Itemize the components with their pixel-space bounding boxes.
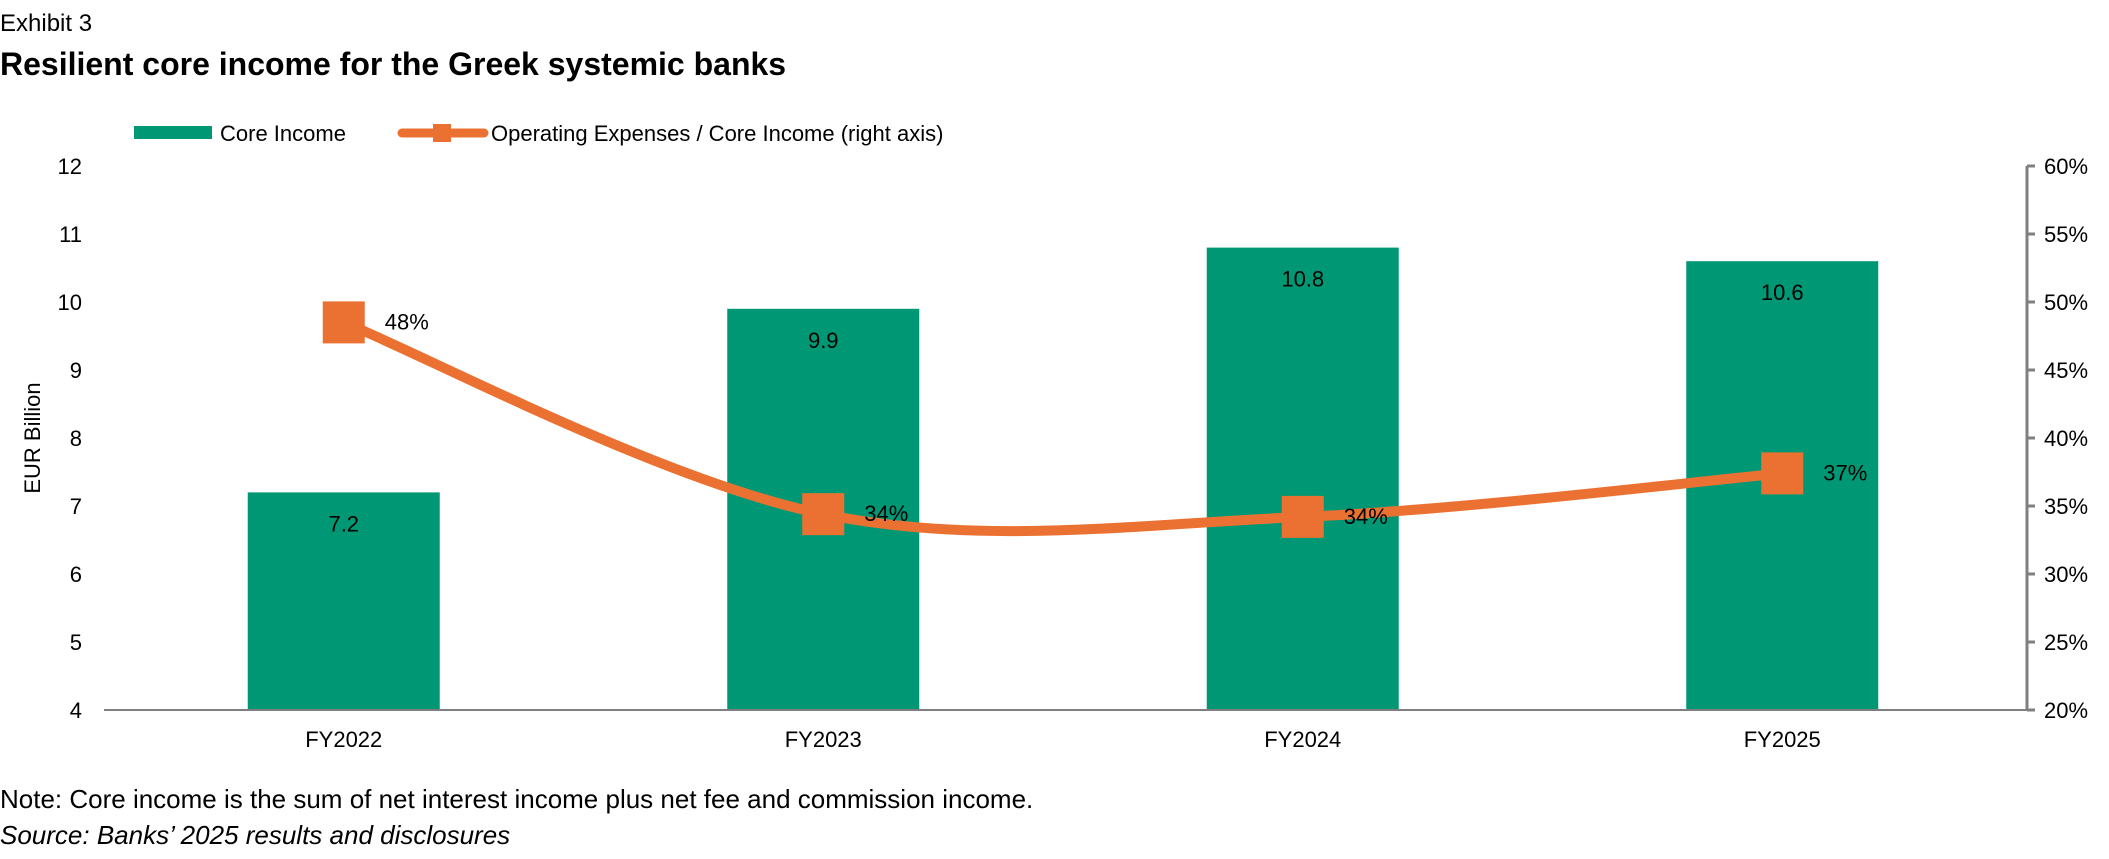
- line-data-label: 34%: [864, 501, 908, 526]
- line-data-label: 37%: [1823, 460, 1867, 485]
- x-tick-label: FY2025: [1744, 727, 1821, 752]
- left-tick-label: 6: [70, 562, 82, 587]
- line-data-label: 34%: [1344, 504, 1388, 529]
- right-tick-label: 20%: [2044, 698, 2088, 723]
- right-tick-label: 25%: [2044, 630, 2088, 655]
- bar-data-label: 7.2: [328, 511, 359, 536]
- x-axis: FY2022 FY2023 FY2024 FY2025: [104, 709, 2027, 752]
- right-tick-label: 50%: [2044, 290, 2088, 315]
- line-series: 48% 34% 34% 37%: [322, 301, 1867, 538]
- chart-title: Resilient core income for the Greek syst…: [0, 46, 787, 82]
- left-axis: 4 5 6 7 8 9 10 11 12 EUR Billion: [20, 154, 82, 723]
- right-axis: 20% 25% 30% 35% 40% 45% 50% 55% 60%: [2025, 154, 2088, 723]
- left-tick-label: 12: [58, 154, 82, 179]
- legend-label-core-income: Core Income: [220, 121, 346, 146]
- legend-label-opex-ratio: Operating Expenses / Core Income (right …: [491, 121, 943, 146]
- x-tick-label: FY2024: [1264, 727, 1341, 752]
- chart: Core Income Operating Expenses / Core Inc…: [20, 121, 2088, 752]
- left-tick-label: 8: [70, 426, 82, 451]
- bar-data-label: 10.8: [1281, 267, 1324, 292]
- opex-marker-fy2022: [322, 301, 365, 344]
- legend-swatch-core-income: [134, 126, 212, 139]
- right-tick-label: 55%: [2044, 222, 2088, 247]
- bar-data-label: 10.6: [1761, 280, 1804, 305]
- right-tick-label: 30%: [2044, 562, 2088, 587]
- opex-marker-fy2023: [802, 493, 845, 536]
- line-data-label: 48%: [385, 309, 429, 334]
- left-tick-label: 10: [58, 290, 82, 315]
- right-tick-label: 60%: [2044, 154, 2088, 179]
- bar-series: 7.2 9.9 10.8 10.6: [247, 247, 1879, 710]
- left-tick-label: 7: [70, 494, 82, 519]
- footnote: Note: Core income is the sum of net inte…: [0, 784, 1034, 814]
- opex-ratio-line: [341, 317, 1783, 537]
- bar-fy2022: [247, 492, 440, 710]
- x-tick-label: FY2023: [785, 727, 862, 752]
- left-tick-label: 5: [70, 630, 82, 655]
- source-note: Source: Banks’ 2025 results and disclosu…: [0, 820, 511, 850]
- left-tick-label: 11: [59, 222, 82, 247]
- right-tick-label: 40%: [2044, 426, 2088, 451]
- bar-fy2024: [1206, 247, 1399, 710]
- y-axis-title: EUR Billion: [20, 382, 45, 493]
- exhibit-label: Exhibit 3: [0, 10, 93, 37]
- legend-swatch-opex-marker: [433, 124, 451, 142]
- right-tick-label: 35%: [2044, 494, 2088, 519]
- x-tick-label: FY2022: [305, 727, 382, 752]
- opex-marker-fy2024: [1281, 495, 1324, 538]
- bar-data-label: 9.9: [808, 328, 839, 353]
- left-tick-label: 4: [70, 698, 82, 723]
- right-tick-label: 45%: [2044, 358, 2088, 383]
- opex-marker-fy2025: [1761, 452, 1804, 495]
- legend: Core Income Operating Expenses / Core Inc…: [134, 121, 943, 146]
- left-tick-label: 9: [70, 358, 82, 383]
